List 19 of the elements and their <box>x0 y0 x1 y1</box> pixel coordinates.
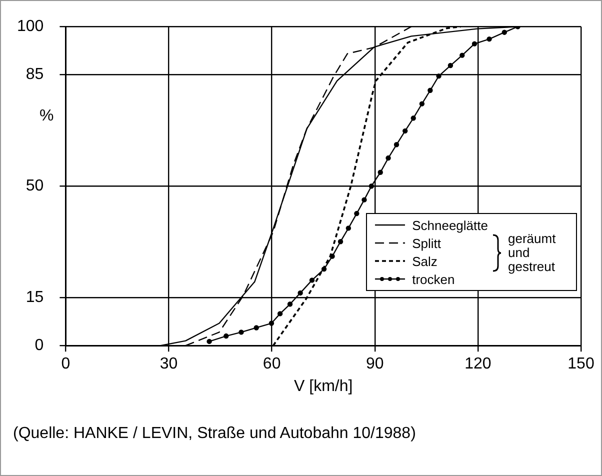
x-tick-label: 60 <box>262 356 281 373</box>
legend-label: Schneeglätte <box>412 218 488 232</box>
legend-label: trocken <box>412 272 455 286</box>
y-tick-label: 50 <box>26 178 44 195</box>
y-tick-label: 15 <box>26 289 44 306</box>
x-axis-title: V [km/h] <box>294 378 353 395</box>
annotation: geräumt und gestreut <box>508 231 557 274</box>
y-tick-label: 85 <box>26 66 44 83</box>
x-tick-label: 150 <box>568 356 594 373</box>
y-tick-label: 100 <box>16 18 44 36</box>
x-tick-label: 0 <box>61 356 70 373</box>
x-tick-label: 90 <box>366 356 384 373</box>
legend-label: Salz <box>412 254 438 268</box>
legend-label: Splitt <box>412 236 441 250</box>
text: (Quelle: HANKE / LEVIN, Straße und Autobahn 10/1988) <box>13 425 416 443</box>
y-tick-label: 0 <box>34 337 44 354</box>
y-axis-title: % <box>39 107 54 124</box>
x-tick-label: 120 <box>464 356 492 373</box>
x-tick-label: 30 <box>160 356 178 373</box>
